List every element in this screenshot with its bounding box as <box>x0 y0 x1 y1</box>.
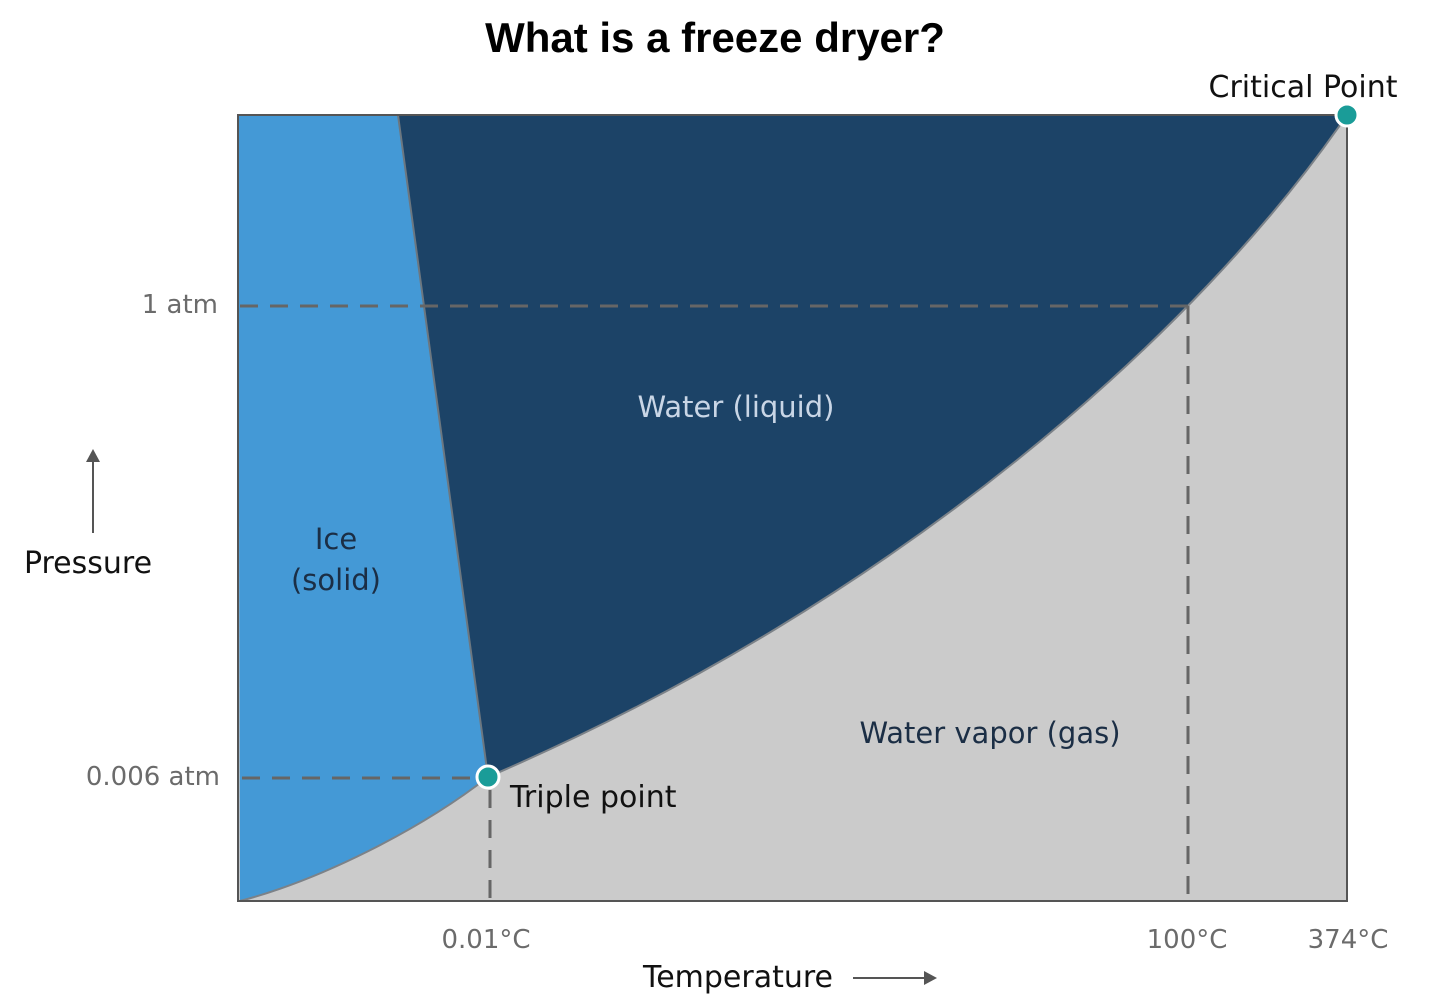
solid-region <box>238 115 488 901</box>
x-tick-374c: 374°C <box>1308 925 1389 955</box>
ice-label-line1: Ice <box>315 522 357 556</box>
vaporization-curve <box>487 114 1348 778</box>
triple-point-label: Triple point <box>509 780 677 815</box>
x-tick-100c: 100°C <box>1147 925 1228 955</box>
triple-point-marker <box>475 764 501 790</box>
ice-label-line2: (solid) <box>291 563 381 597</box>
fusion-curve <box>397 114 489 778</box>
sublimation-curve <box>239 776 489 902</box>
liquid-label: Water (liquid) <box>638 390 835 424</box>
critical-point-marker <box>1334 102 1360 128</box>
diagram-title: What is a freeze dryer? <box>485 14 945 61</box>
liquid-region <box>398 115 1347 777</box>
plot-frame <box>237 114 1348 902</box>
y-axis-title: Pressure <box>24 546 152 581</box>
y-tick-1atm: 1 atm <box>142 290 218 320</box>
y-axis-arrow-icon <box>86 449 100 533</box>
y-tick-0006atm: 0.006 atm <box>86 762 220 792</box>
x-tick-001c: 0.01°C <box>441 925 530 955</box>
x-axis-title: Temperature <box>642 960 833 995</box>
critical-point-label: Critical Point <box>1209 70 1398 105</box>
x-axis-arrow-icon <box>853 971 937 985</box>
gas-label: Water vapor (gas) <box>859 716 1120 750</box>
